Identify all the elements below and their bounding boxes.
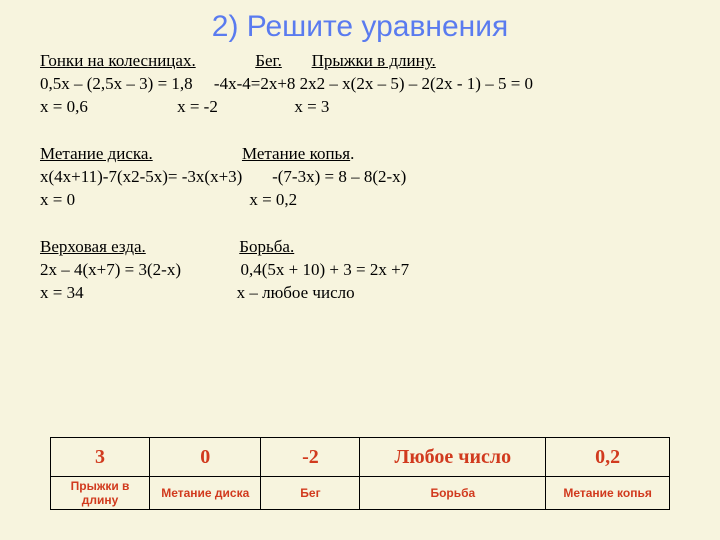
table-header-cell: -2 [261,438,360,477]
block3-headings: Верховая езда. Борьба. [40,236,680,259]
answer-table-wrap: 3 0 -2 Любое число 0,2 Прыжки в длину Ме… [50,437,670,510]
table-answer-cell: Бег [261,477,360,510]
block1-solutions: х = 0,6 х = -2 х = 3 [40,96,680,119]
block2-equations: х(4х+11)-7(х2-5х)= -3х(х+3) -(7-3х) = 8 … [40,166,680,189]
block1-headings: Гонки на колесницах. Бег. Прыжки в длину… [40,50,680,73]
heading-running: Бег. [255,51,282,70]
problem-block-2: Метание диска. Метание копья. х(4х+11)-7… [40,143,680,212]
table-row: 3 0 -2 Любое число 0,2 [51,438,670,477]
heading-riding: Верховая езда. [40,237,146,256]
heading-chariots: Гонки на колесницах. [40,51,196,70]
block3-equations: 2х – 4(х+7) = 3(2-х) 0,4(5х + 10) + 3 = … [40,259,680,282]
table-answer-cell: Прыжки в длину [51,477,150,510]
block3-solutions: х = 34 х – любое число [40,282,680,305]
table-answer-cell: Метание диска [150,477,261,510]
problem-block-3: Верховая езда. Борьба. 2х – 4(х+7) = 3(2… [40,236,680,305]
table-header-cell: 0 [150,438,261,477]
heading-wrestling: Борьба. [239,237,294,256]
heading-longjump: Прыжки в длину. [312,51,436,70]
heading-javelin: Метание копья [242,144,350,163]
table-header-cell: 3 [51,438,150,477]
heading-discus: Метание диска. [40,144,153,163]
slide: 2) Решите уравнения Гонки на колесницах.… [0,0,720,540]
table-header-cell: Любое число [360,438,546,477]
table-answer-cell: Борьба [360,477,546,510]
answer-table: 3 0 -2 Любое число 0,2 Прыжки в длину Ме… [50,437,670,510]
table-row: Прыжки в длину Метание диска Бег Борьба … [51,477,670,510]
content-area: Гонки на колесницах. Бег. Прыжки в длину… [40,50,680,304]
slide-title: 2) Решите уравнения [40,10,680,44]
table-header-cell: 0,2 [546,438,670,477]
table-answer-cell: Метание копья [546,477,670,510]
problem-block-1: Гонки на колесницах. Бег. Прыжки в длину… [40,50,680,119]
block2-solutions: х = 0 х = 0,2 [40,189,680,212]
block2-headings: Метание диска. Метание копья. [40,143,680,166]
block1-equations: 0,5х – (2,5х – 3) = 1,8 -4х-4=2х+8 2х2 –… [40,73,680,96]
